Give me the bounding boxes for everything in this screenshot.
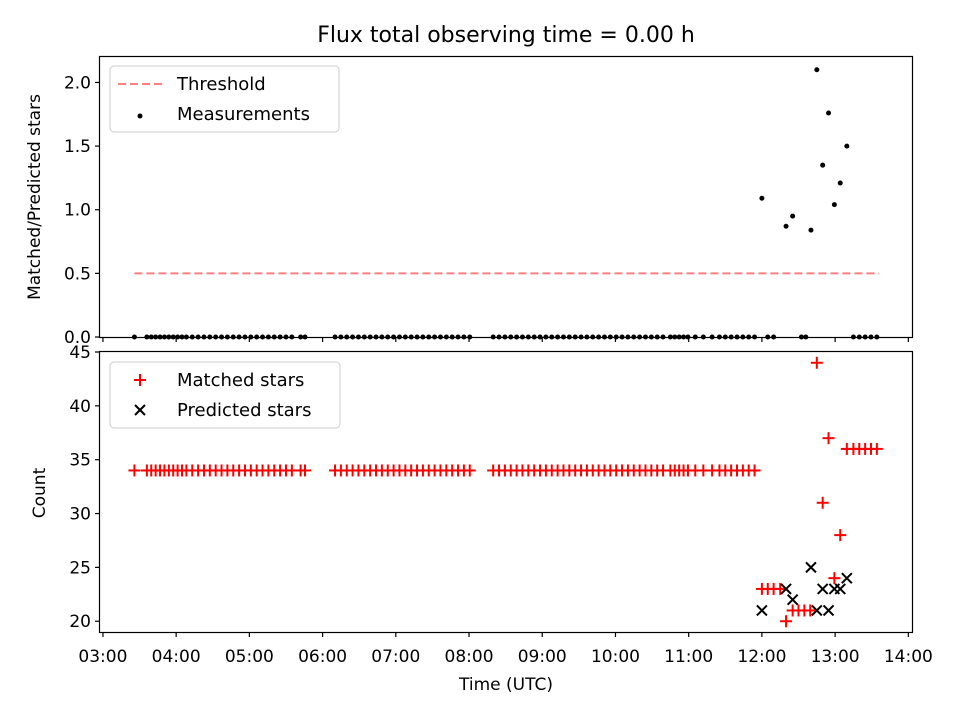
bottom-ytick-label: 45 bbox=[69, 343, 91, 363]
top-ytick-label: 0.0 bbox=[64, 328, 91, 348]
top-ytick-label: 1.5 bbox=[64, 137, 91, 157]
predicted-star-point bbox=[834, 583, 846, 595]
top-panel: 0.00.51.01.52.0 Matched/Predicted stars … bbox=[25, 55, 914, 348]
bottom-ytick-label: 25 bbox=[69, 558, 91, 578]
xtick-label: 13:00 bbox=[811, 647, 860, 667]
measurement-point bbox=[808, 227, 814, 233]
bottom-axes-frame bbox=[98, 350, 914, 634]
bottom-legend: Matched stars Predicted stars bbox=[109, 361, 341, 429]
xtick-label: 14:00 bbox=[884, 647, 933, 667]
matched-star-point bbox=[816, 496, 829, 509]
x-axis-label: Time (UTC) bbox=[458, 675, 553, 695]
measurement-point bbox=[790, 213, 796, 219]
xtick-label: 03:00 bbox=[78, 647, 127, 667]
predicted-star-point bbox=[756, 604, 768, 617]
measurement-point bbox=[831, 202, 837, 208]
top-ytick-label: 2.0 bbox=[64, 73, 91, 93]
matched-star-point bbox=[822, 432, 835, 445]
bottom-ytick-label: 20 bbox=[69, 612, 91, 632]
bottom-ytick-label: 40 bbox=[69, 397, 91, 417]
matched-star-point bbox=[870, 442, 883, 455]
predicted-star-point bbox=[805, 561, 817, 574]
bottom-legend-label-predicted: Predicted stars bbox=[177, 400, 311, 421]
measurement-point bbox=[759, 195, 765, 201]
predicted-star-point bbox=[811, 604, 823, 617]
measurement-point bbox=[783, 223, 789, 229]
bottom-marks bbox=[128, 356, 883, 628]
xtick-label: 07:00 bbox=[371, 647, 420, 667]
matched-star-point bbox=[774, 582, 787, 595]
measurement-point bbox=[826, 110, 832, 116]
matched-star-point bbox=[128, 464, 141, 477]
xtick-label: 05:00 bbox=[225, 647, 274, 667]
matched-star-point bbox=[810, 356, 823, 369]
predicted-star-point bbox=[780, 583, 792, 595]
chart-title: Flux total observing time = 0.00 h bbox=[317, 23, 695, 48]
xtick-label: 09:00 bbox=[518, 647, 567, 667]
matched-star-point bbox=[834, 529, 847, 542]
bottom-y-axis-label: Count bbox=[30, 467, 50, 518]
predicted-legend-swatch bbox=[134, 404, 146, 416]
matched-star-point bbox=[463, 464, 476, 477]
top-y-axis-label: Matched/Predicted stars bbox=[25, 94, 45, 300]
xtick-label: 10:00 bbox=[591, 647, 640, 667]
measurement-point bbox=[814, 67, 820, 73]
xtick-label: 12:00 bbox=[737, 647, 786, 667]
matched-star-point bbox=[748, 464, 761, 477]
top-y-ticks: 0.0 0.5 1.0 1.5 2.0 bbox=[64, 73, 100, 348]
predicted-star-point bbox=[816, 583, 829, 595]
top-ytick-label: 1.0 bbox=[64, 201, 91, 221]
matched-star-point bbox=[299, 464, 312, 477]
xtick-label: 06:00 bbox=[298, 647, 347, 667]
matched-star-point bbox=[828, 572, 841, 585]
xtick-label: 08:00 bbox=[445, 647, 494, 667]
bottom-legend-box bbox=[109, 361, 341, 429]
bottom-ytick-label: 30 bbox=[69, 505, 91, 525]
matched-legend-swatch bbox=[134, 374, 146, 386]
bottom-ytick-label: 35 bbox=[69, 451, 91, 471]
predicted-star-point bbox=[841, 572, 853, 584]
top-x-ticks bbox=[102, 337, 909, 342]
bottom-x-ticks: 03:00 04:00 05:00 06:00 07:00 08:00 09:00 10:00… bbox=[78, 632, 933, 667]
predicted-star-point bbox=[822, 604, 835, 617]
measurement-point bbox=[844, 143, 850, 149]
top-legend-label-threshold: Threshold bbox=[176, 74, 266, 95]
bottom-legend-label-matched: Matched stars bbox=[177, 370, 304, 391]
xtick-label: 11:00 bbox=[664, 647, 713, 667]
top-legend-label-measurements: Measurements bbox=[177, 104, 310, 125]
measurements-legend-swatch bbox=[137, 113, 143, 119]
matched-star-point bbox=[780, 615, 793, 628]
matched-star-point bbox=[804, 604, 817, 617]
measurement-point bbox=[837, 180, 843, 186]
top-legend: Threshold Measurements bbox=[109, 65, 340, 133]
top-legend-box bbox=[109, 65, 340, 133]
bottom-panel: 20 25 30 35 40 45 03:00 04:00 05:00 06:00 07:00 08… bbox=[30, 343, 933, 695]
bottom-y-ticks: 20 25 30 35 40 45 bbox=[69, 343, 100, 632]
xtick-label: 04:00 bbox=[152, 647, 201, 667]
top-ytick-label: 0.5 bbox=[64, 264, 91, 284]
measurement-point bbox=[820, 162, 826, 168]
top-axes-frame bbox=[98, 55, 914, 339]
predicted-star-point bbox=[786, 593, 799, 606]
